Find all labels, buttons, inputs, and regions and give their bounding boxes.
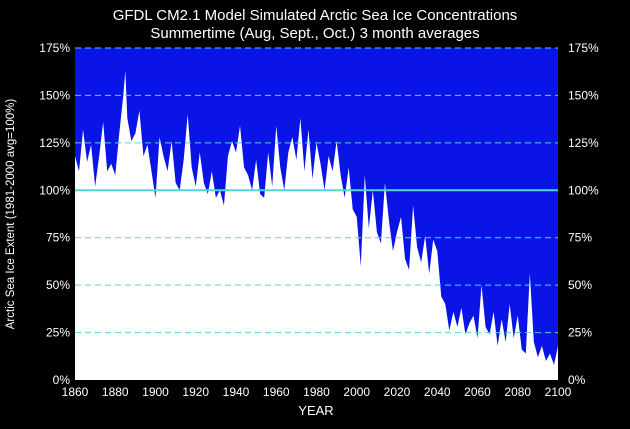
y-tick-label-right: 125% [568,136,599,150]
y-tick-label-left: 125% [39,136,70,150]
gridlines [75,47,558,334]
x-tick-label: 2080 [504,385,531,399]
x-tick-label: 1920 [182,385,209,399]
x-tick-label: 1880 [102,385,129,399]
y-tick-label-left: 25% [46,326,70,340]
x-tick-label: 2100 [545,385,572,399]
y-tick-label-right: 100% [568,183,599,197]
y-tick-label-left: 175% [39,41,70,55]
y-tick-label-left: 50% [46,278,70,292]
x-tick-label: 2060 [464,385,491,399]
chart-subtitle: Summertime (Aug, Sept., Oct.) 3 month av… [150,25,479,42]
y-tick-labels-left: 0% 25% 50% 75% 100% 125% 150% 175% [39,41,70,387]
y-tick-label-left: 100% [39,183,70,197]
y-tick-label-left: 150% [39,88,70,102]
y-tick-label-right: 175% [568,41,599,55]
y-tick-label-right: 75% [568,231,592,245]
y-tick-label-right: 150% [568,88,599,102]
x-tick-label: 1960 [263,385,290,399]
x-tick-label: 2000 [343,385,370,399]
x-tick-labels: 1860 1880 1900 1920 1940 1960 1980 2000 2020 2040… [62,385,572,399]
y-tick-label-right: 0% [568,373,586,387]
x-tick-label: 2020 [384,385,411,399]
sea-ice-area [75,70,558,381]
x-tick-label: 1900 [142,385,169,399]
y-tick-label-right: 50% [568,278,592,292]
chart-title: GFDL CM2.1 Model Simulated Arctic Sea Ic… [113,7,518,24]
x-tick-label: 1940 [223,385,250,399]
x-tick-label: 2040 [424,385,451,399]
y-tick-label-left: 0% [53,373,71,387]
x-tick-label: 1860 [62,385,89,399]
y-tick-label-left: 75% [46,231,70,245]
y-tick-label-right: 25% [568,326,592,340]
y-axis-label: Arctic Sea Ice Extent (1981-2000 avg=100… [5,99,17,330]
y-tick-labels-right: 0% 25% 50% 75% 100% 125% 150% 175% [568,41,599,387]
x-tick-label: 1980 [303,385,330,399]
x-axis-label: YEAR [298,403,333,418]
